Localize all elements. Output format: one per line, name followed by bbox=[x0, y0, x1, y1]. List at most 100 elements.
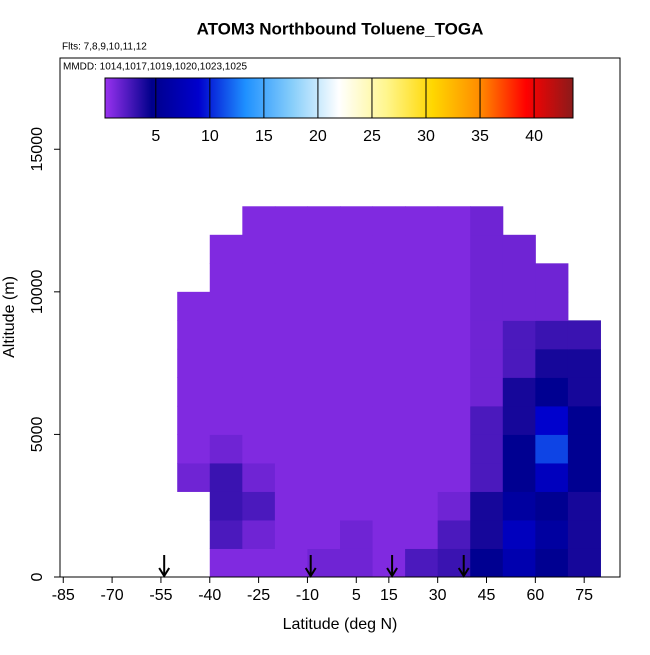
heatmap-cell bbox=[470, 234, 504, 264]
heatmap-cell bbox=[437, 348, 471, 378]
heatmap-cell bbox=[274, 263, 308, 293]
heatmap-cell bbox=[307, 348, 341, 378]
heatmap-cell bbox=[535, 291, 569, 321]
heatmap-cell bbox=[340, 206, 374, 236]
y-tick-label: 15000 bbox=[29, 127, 46, 172]
heatmap-cell bbox=[242, 491, 276, 521]
heatmap-cell bbox=[470, 548, 504, 578]
x-axis-title: Latitude (deg N) bbox=[283, 616, 398, 633]
heatmap-cell bbox=[209, 320, 243, 350]
heatmap-cell bbox=[177, 348, 211, 378]
x-tick-label: 60 bbox=[526, 587, 544, 604]
heatmap-cell bbox=[502, 491, 536, 521]
flight-arrow bbox=[304, 555, 317, 578]
heatmap-cell bbox=[470, 348, 504, 378]
heatmap-cell bbox=[535, 548, 569, 578]
colorbar-tick-label: 30 bbox=[417, 128, 435, 145]
heatmap-cell bbox=[372, 263, 406, 293]
heatmap-cell bbox=[405, 206, 439, 236]
heatmap-cell bbox=[274, 548, 308, 578]
heatmap-cell bbox=[177, 320, 211, 350]
x-tick-label: 30 bbox=[429, 587, 447, 604]
y-tick-label: 5000 bbox=[29, 417, 46, 453]
heatmap-cell bbox=[535, 263, 569, 293]
heatmap-cell bbox=[340, 348, 374, 378]
heatmap-cell bbox=[502, 348, 536, 378]
heatmap-cell bbox=[209, 462, 243, 492]
heatmap-cell bbox=[340, 491, 374, 521]
heatmap-cell bbox=[209, 234, 243, 264]
heatmap-cell bbox=[502, 234, 536, 264]
heatmap-cell bbox=[242, 206, 276, 236]
colorbar-tick-label: 10 bbox=[201, 128, 219, 145]
heatmap-cell bbox=[470, 519, 504, 549]
heatmap-cell bbox=[567, 548, 601, 578]
heatmap-cell bbox=[437, 234, 471, 264]
heatmap-cell bbox=[437, 206, 471, 236]
heatmap-cell bbox=[470, 263, 504, 293]
heatmap-cell bbox=[209, 405, 243, 435]
heatmap-cell bbox=[535, 491, 569, 521]
heatmap-cell bbox=[405, 320, 439, 350]
heatmap-cell bbox=[567, 348, 601, 378]
y-tick-label: 0 bbox=[29, 572, 46, 581]
heatmap-cell bbox=[242, 291, 276, 321]
heatmap-cell bbox=[340, 405, 374, 435]
heatmap-cell bbox=[405, 405, 439, 435]
heatmap-cell bbox=[567, 462, 601, 492]
heatmap-cell bbox=[567, 320, 601, 350]
heatmap-cell bbox=[340, 263, 374, 293]
annotation: Flts: 7,8,9,10,11,12 bbox=[62, 42, 147, 53]
heatmap-cell bbox=[209, 519, 243, 549]
x-tick-label: -55 bbox=[149, 587, 172, 604]
heatmap-cell bbox=[177, 405, 211, 435]
heatmap-cell bbox=[405, 462, 439, 492]
heatmap-cell bbox=[470, 462, 504, 492]
annotation: MMDD: 1014,1017,1019,1020,1023,1025 bbox=[63, 62, 247, 73]
heatmap-cell bbox=[470, 206, 504, 236]
heatmap-cell bbox=[340, 377, 374, 407]
x-tick-label: 15 bbox=[380, 587, 398, 604]
heatmap-cell bbox=[340, 234, 374, 264]
heatmap-cell bbox=[535, 519, 569, 549]
heatmap-cell bbox=[437, 377, 471, 407]
heatmap-cell bbox=[372, 377, 406, 407]
heatmap-cell bbox=[405, 348, 439, 378]
heatmap-cell bbox=[274, 234, 308, 264]
heatmap-cell bbox=[307, 519, 341, 549]
heatmap-cell bbox=[177, 434, 211, 464]
heatmap-cell bbox=[242, 405, 276, 435]
heatmap-cell bbox=[372, 348, 406, 378]
heatmap-cell bbox=[535, 377, 569, 407]
colorbar bbox=[104, 77, 574, 119]
heatmap-cell bbox=[405, 263, 439, 293]
heatmap-cell bbox=[502, 320, 536, 350]
x-tick-label: -70 bbox=[101, 587, 124, 604]
heatmap-cell bbox=[274, 320, 308, 350]
heatmap-cell bbox=[242, 234, 276, 264]
heatmap-cell bbox=[242, 348, 276, 378]
heatmap-cell bbox=[567, 405, 601, 435]
heatmap-cell bbox=[437, 320, 471, 350]
heatmap-cell bbox=[209, 291, 243, 321]
heatmap-cell bbox=[340, 434, 374, 464]
heatmap-cell bbox=[470, 405, 504, 435]
flight-arrow bbox=[457, 555, 470, 578]
heatmap-cell bbox=[372, 320, 406, 350]
heatmap-cell bbox=[535, 434, 569, 464]
arrow-head bbox=[457, 567, 470, 578]
heatmap-cell bbox=[372, 206, 406, 236]
heatmap-cell bbox=[209, 548, 243, 578]
heatmap-cell bbox=[177, 291, 211, 321]
heatmap-cell bbox=[307, 206, 341, 236]
heatmap-cell bbox=[372, 519, 406, 549]
heatmap-cell bbox=[437, 434, 471, 464]
heatmap-cell bbox=[177, 462, 211, 492]
colorbar-tick-label: 35 bbox=[471, 128, 489, 145]
heatmap-cell bbox=[274, 206, 308, 236]
heatmap-cell bbox=[372, 548, 406, 578]
heatmap-cell bbox=[274, 491, 308, 521]
heatmap-cell bbox=[470, 377, 504, 407]
heatmap-cell bbox=[372, 234, 406, 264]
